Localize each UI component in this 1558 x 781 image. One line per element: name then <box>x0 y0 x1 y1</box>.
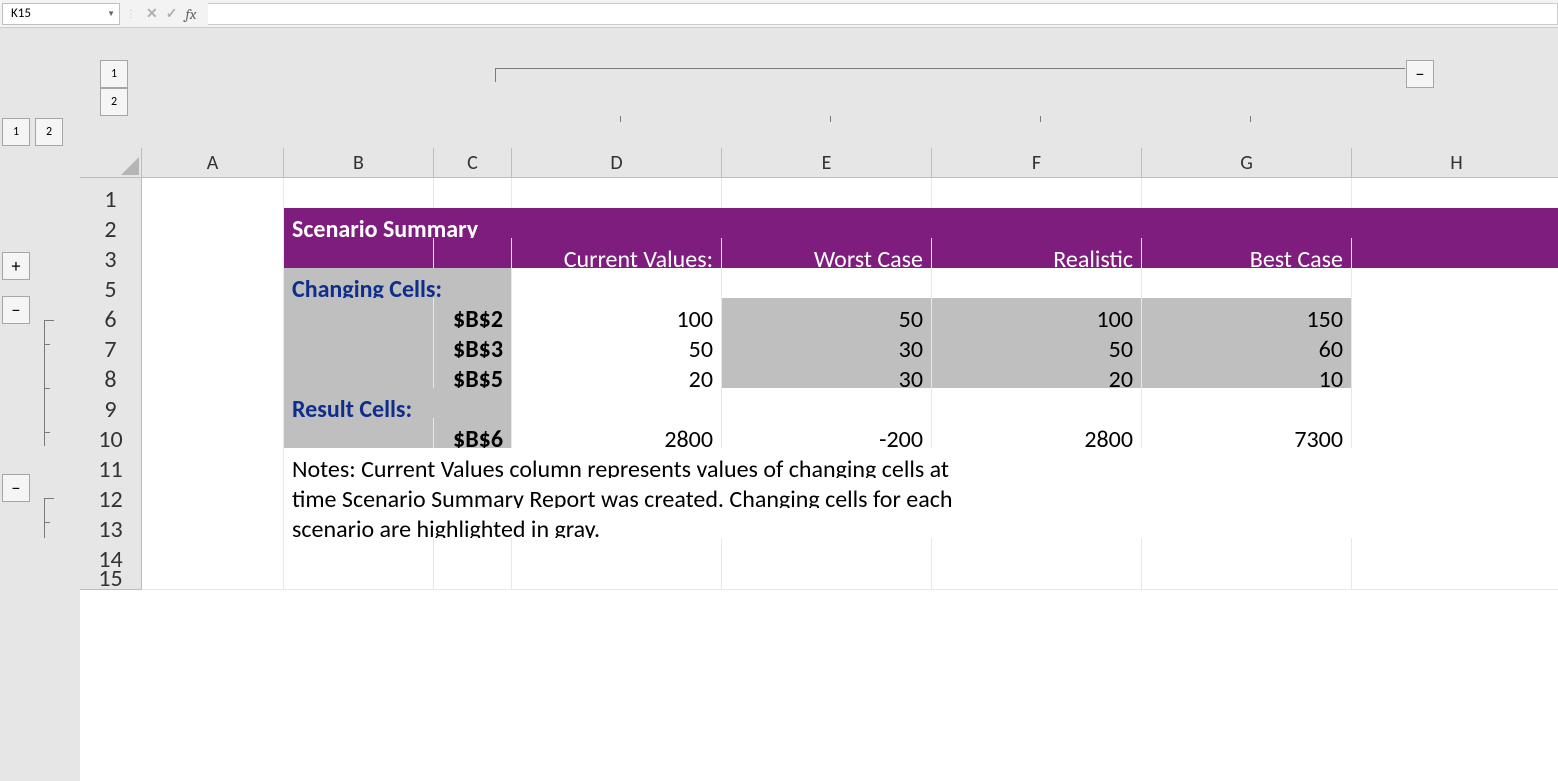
workspace: 1 2 − 1 2 + − − A B C D E F G <box>0 28 1558 781</box>
column-outline-bracket <box>495 68 1405 82</box>
column-header[interactable]: H <box>1352 148 1558 178</box>
row-outline-strip: 1 2 + − − <box>0 148 80 781</box>
column-outline-strip: 1 2 − <box>80 28 1558 148</box>
row-outline-level-1-button[interactable]: 1 <box>2 118 30 146</box>
column-header[interactable]: E <box>722 148 932 178</box>
cell[interactable] <box>512 568 722 590</box>
row-outline-level-2-button[interactable]: 2 <box>35 118 63 146</box>
cell[interactable] <box>1352 568 1558 590</box>
row-outline-bracket-1 <box>44 320 54 446</box>
divider: ⋮ <box>126 7 136 20</box>
column-header[interactable]: G <box>1142 148 1352 178</box>
outline-tick <box>830 116 831 122</box>
formula-bar: K15 ▼ ⋮ ✕ ✓ fx <box>0 0 1558 28</box>
cell[interactable] <box>1142 568 1352 590</box>
row-header[interactable]: 15 <box>80 568 142 590</box>
cell[interactable] <box>284 568 434 590</box>
select-all-corner[interactable] <box>80 148 142 178</box>
cancel-icon[interactable]: ✕ <box>146 5 158 22</box>
cell[interactable] <box>142 568 284 590</box>
column-header[interactable]: D <box>512 148 722 178</box>
outline-tick <box>44 388 50 389</box>
column-outline-level-2-button[interactable]: 2 <box>100 88 128 116</box>
name-box-dropdown-icon[interactable]: ▼ <box>107 9 115 19</box>
row-outline-collapse-button-1[interactable]: − <box>2 296 30 324</box>
row-outline-collapse-button-2[interactable]: − <box>2 474 30 502</box>
outline-tick <box>44 344 50 345</box>
column-outline-level-1-button[interactable]: 1 <box>100 60 128 88</box>
column-header[interactable]: C <box>434 148 512 178</box>
cell-reference: K15 <box>11 6 31 21</box>
outline-tick <box>44 522 50 523</box>
row-outline-bracket-2 <box>44 498 54 538</box>
outline-tick <box>1040 116 1041 122</box>
outline-tick <box>44 432 50 433</box>
column-header[interactable]: A <box>142 148 284 178</box>
column-header[interactable]: B <box>284 148 434 178</box>
formula-bar-icons: ✕ ✓ fx <box>146 5 202 23</box>
cell[interactable] <box>722 568 932 590</box>
outline-tick <box>1250 116 1251 122</box>
fx-icon[interactable]: fx <box>185 5 196 23</box>
enter-icon[interactable]: ✓ <box>166 5 178 22</box>
name-box[interactable]: K15 ▼ <box>2 3 120 25</box>
column-header[interactable]: F <box>932 148 1142 178</box>
cell[interactable] <box>434 568 512 590</box>
row-outline-expand-button[interactable]: + <box>2 252 30 280</box>
outline-tick <box>620 116 621 122</box>
spreadsheet-grid[interactable]: A B C D E F G H 1 2 Scenario Summary 3 <box>80 148 1558 781</box>
formula-input[interactable] <box>208 3 1558 25</box>
column-outline-collapse-button[interactable]: − <box>1406 60 1434 88</box>
cell[interactable] <box>932 568 1142 590</box>
